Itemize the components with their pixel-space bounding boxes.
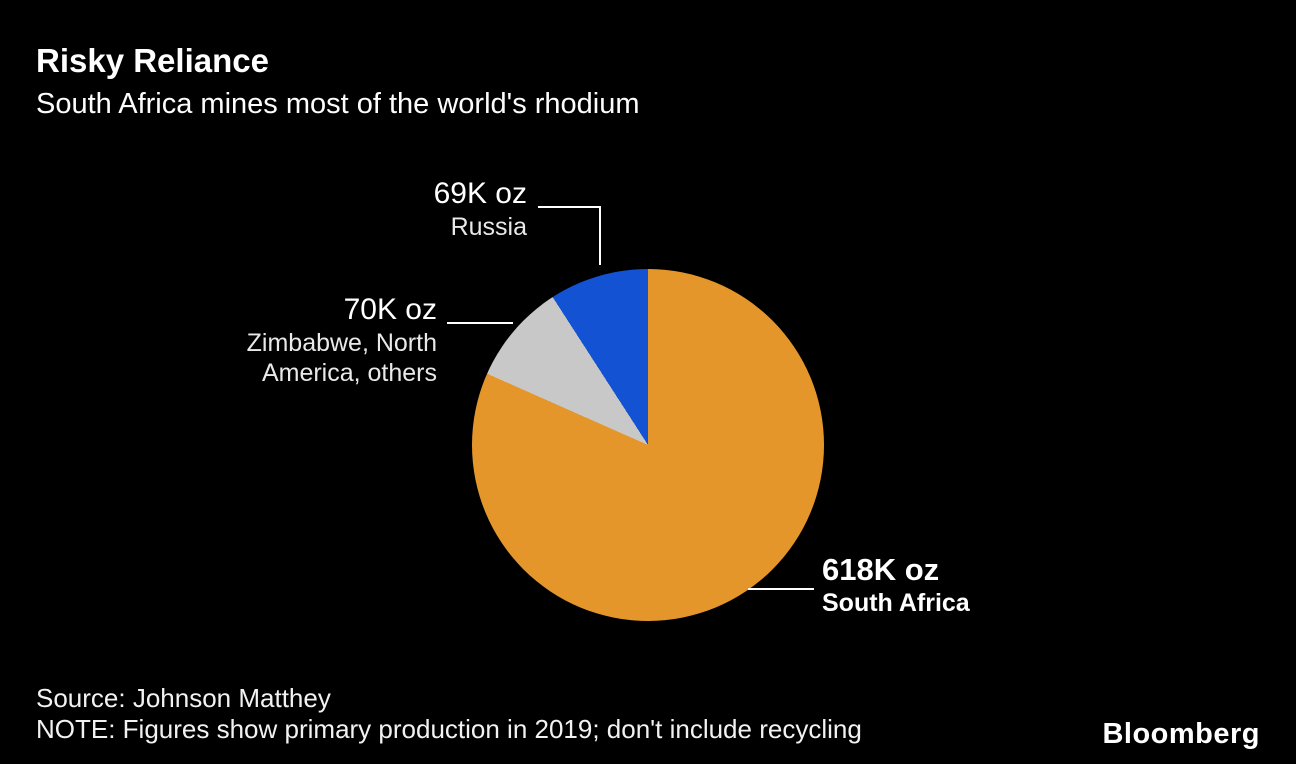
- russia-callout-line-vertical: [599, 206, 601, 265]
- label-south-africa: 618K oz South Africa: [822, 552, 970, 618]
- label-russia: 69K oz Russia: [227, 176, 527, 242]
- label-zimbabwe-name-line2: America, others: [261, 359, 437, 387]
- label-south-africa-value: 618K oz: [822, 552, 940, 587]
- label-russia-name: Russia: [450, 213, 527, 241]
- label-zimbabwe: 70K oz Zimbabwe, North America, others: [137, 292, 437, 388]
- label-zimbabwe-value: 70K oz: [343, 293, 437, 326]
- zimbabwe-callout-line: [447, 322, 513, 324]
- chart-subtitle: South Africa mines most of the world's r…: [36, 88, 640, 120]
- pie-chart: [472, 269, 824, 621]
- russia-callout-line-horizontal: [538, 206, 601, 208]
- bloomberg-logo: Bloomberg: [1102, 718, 1260, 750]
- south-africa-callout-line: [748, 588, 814, 590]
- label-zimbabwe-name-line1: Zimbabwe, North: [246, 329, 437, 357]
- note-text: NOTE: Figures show primary production in…: [36, 714, 862, 744]
- chart-title: Risky Reliance: [36, 42, 269, 79]
- source-text: Source: Johnson Matthey: [36, 683, 331, 713]
- label-south-africa-name: South Africa: [822, 588, 970, 617]
- label-russia-value: 69K oz: [433, 177, 527, 210]
